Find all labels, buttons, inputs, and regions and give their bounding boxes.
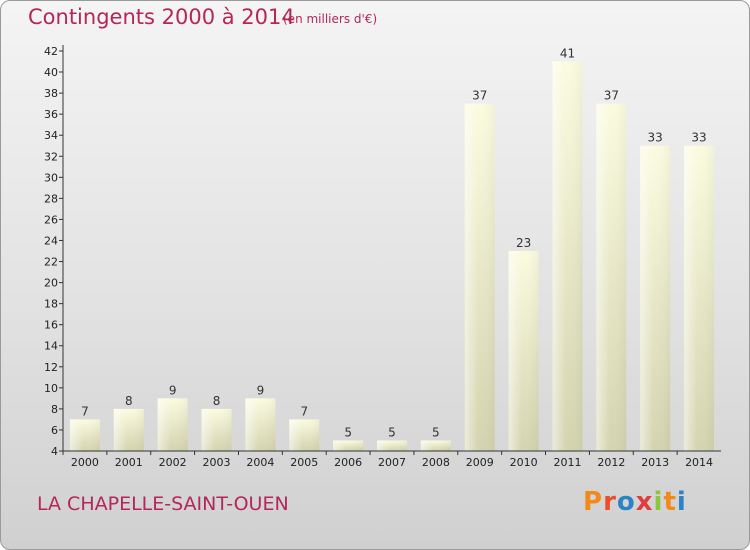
value-label: 7 [300,404,308,418]
bars-group [69,61,715,452]
value-label: 41 [560,47,575,61]
bar-shade [596,103,627,451]
y-tick-label: 34 [44,129,58,142]
x-tick-label: 2006 [334,456,362,469]
y-tick-label: 26 [44,213,58,226]
y-tick-label: 20 [44,277,58,290]
logo-letter: i [653,487,664,517]
x-tick-label: 2012 [597,456,625,469]
bar-shade [508,251,539,451]
place-name: LA CHAPELLE-SAINT-OUEN [37,493,289,515]
chart-subtitle: (en milliers d'€) [283,12,378,26]
logo-letter: x [635,487,654,517]
x-tick-label: 2001 [115,456,143,469]
value-label: 8 [125,394,133,408]
logo-letter: r [603,487,617,517]
proxiti-logo: Proxiti [583,487,687,517]
value-labels-group: 7 8 9 8 9 7 5 5 5 37 23 41 37 33 33 [81,47,707,440]
y-tick-label: 42 [44,45,58,58]
value-label: 5 [432,425,440,439]
bar-shade [464,103,495,451]
y-tick-label: 36 [44,108,58,121]
y-tick-label: 22 [44,256,58,269]
x-tick-label: 2007 [378,456,406,469]
bar-shade [377,440,407,451]
y-tick-label: 16 [44,319,58,332]
x-tick-label: 2002 [159,456,187,469]
x-tick-label: 2000 [71,456,99,469]
bar-shade [640,145,671,451]
bar-shade [684,145,715,451]
x-tick-label: 2003 [203,456,231,469]
x-tick-label: 2013 [641,456,669,469]
y-tick-label: 18 [44,298,58,311]
value-label: 8 [213,394,221,408]
x-tick-label: 2005 [290,456,318,469]
y-tick-label: 10 [44,382,58,395]
bar-shade [69,419,100,451]
y-tick-label: 4 [51,445,58,458]
x-tick-label: 2010 [510,456,538,469]
bar-shade [552,61,583,452]
value-label: 5 [344,425,352,439]
value-label: 9 [169,383,177,397]
value-label: 33 [648,131,663,145]
logo-letter: i [676,487,687,517]
x-tick-label: 2014 [685,456,713,469]
y-tick-label: 12 [44,361,58,374]
value-label: 33 [691,131,706,145]
value-label: 9 [257,383,265,397]
bar-shade [289,419,320,451]
y-tick-label: 28 [44,192,58,205]
bar-shade [420,440,451,451]
value-label: 7 [81,404,89,418]
bar-shade [201,408,232,451]
logo-letter: t [663,487,677,517]
y-tick-label: 14 [44,340,58,353]
bar-shade [113,408,144,451]
value-label: 23 [516,236,531,250]
x-ticks-group: 2000 2001 2002 2003 2004 2005 2006 2007 2008 2009… [62,451,713,469]
logo-letter: P [583,487,604,517]
y-tick-label: 32 [44,150,58,163]
y-tick-label: 24 [44,234,58,247]
y-tick-label: 40 [44,66,58,79]
x-tick-label: 2008 [422,456,450,469]
value-label: 37 [472,89,487,103]
bar-shade [245,398,276,451]
y-tick-label: 38 [44,87,58,100]
x-tick-label: 2004 [246,456,274,469]
bar-shade [157,398,188,451]
y-tick-label: 30 [44,171,58,184]
x-tick-label: 2011 [553,456,581,469]
value-label: 5 [388,425,396,439]
bar-shade [333,440,364,451]
x-tick-label: 2009 [466,456,494,469]
chart-title: Contingents 2000 à 2014 [28,5,295,29]
axes-group [62,45,721,452]
logo-letter: o [616,487,636,517]
y-tick-label: 8 [51,403,58,416]
y-ticks-group: 4 6 8 10 12 14 16 18 20 22 24 26 28 30 32 34 36 38 40 42 [44,45,63,458]
value-label: 37 [604,89,619,103]
y-tick-label: 6 [51,424,58,437]
